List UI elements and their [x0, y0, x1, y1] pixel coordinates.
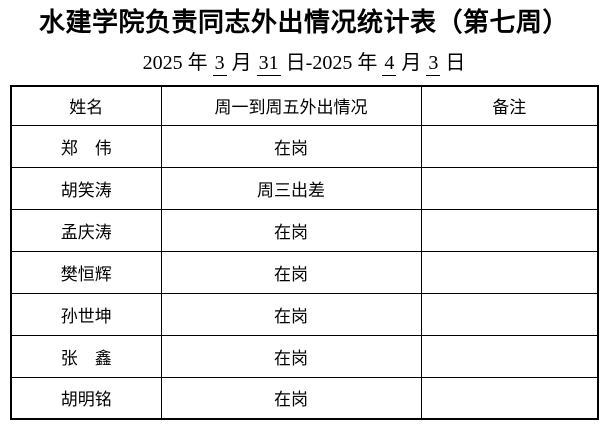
table-row: 孟庆涛 在岗 — [10, 208, 599, 252]
date-underlined-month-start: 3 — [212, 52, 227, 77]
table-row: 胡明铭 在岗 — [10, 376, 599, 420]
date-segment: 月 — [396, 52, 427, 75]
table-row: 张 鑫 在岗 — [10, 334, 599, 378]
name-cell: 郑 伟 — [10, 124, 162, 168]
note-cell — [420, 166, 599, 210]
note-cell — [420, 124, 599, 168]
note-cell — [420, 292, 599, 336]
date-segment: 2025 年 — [142, 52, 213, 75]
status-cell: 在岗 — [160, 124, 422, 168]
header-cell-note: 备注 — [420, 85, 599, 126]
attendance-table: 姓名 周一到周五外出情况 备注 郑 伟 在岗 胡笑涛 周三出差 孟庆涛 在岗 樊… — [10, 85, 599, 421]
status-cell: 在岗 — [160, 208, 422, 252]
note-cell — [420, 376, 599, 420]
date-underlined-day-end: 3 — [426, 52, 441, 77]
note-cell — [420, 208, 599, 252]
table-header-row: 姓名 周一到周五外出情况 备注 — [10, 85, 599, 126]
date-underlined-month-end: 4 — [382, 52, 397, 77]
table-row: 孙世坤 在岗 — [10, 292, 599, 336]
name-cell: 胡笑涛 — [10, 166, 162, 210]
name-cell: 胡明铭 — [10, 376, 162, 420]
status-cell: 在岗 — [160, 376, 422, 420]
name-cell: 张 鑫 — [10, 334, 162, 378]
name-cell: 孙世坤 — [10, 292, 162, 336]
note-cell — [420, 334, 599, 378]
date-segment: 月 — [226, 52, 257, 75]
status-cell: 在岗 — [160, 250, 422, 294]
table-row: 樊恒辉 在岗 — [10, 250, 599, 294]
table-row: 郑 伟 在岗 — [10, 124, 599, 168]
name-cell: 樊恒辉 — [10, 250, 162, 294]
status-cell: 在岗 — [160, 334, 422, 378]
date-range: 2025 年 3 月 31 日-2025 年 4 月 3 日 — [0, 52, 608, 77]
header-cell-status: 周一到周五外出情况 — [160, 85, 422, 126]
status-cell: 在岗 — [160, 292, 422, 336]
name-cell: 孟庆涛 — [10, 208, 162, 252]
status-cell: 周三出差 — [160, 166, 422, 210]
header-cell-name: 姓名 — [10, 85, 162, 126]
date-segment: 日-2025 年 — [280, 52, 383, 75]
page-title: 水建学院负责同志外出情况统计表（第七周） — [38, 8, 569, 37]
table-row: 胡笑涛 周三出差 — [10, 166, 599, 210]
note-cell — [420, 250, 599, 294]
date-segment: 日 — [440, 52, 466, 75]
date-underlined-day-start: 31 — [256, 52, 281, 77]
